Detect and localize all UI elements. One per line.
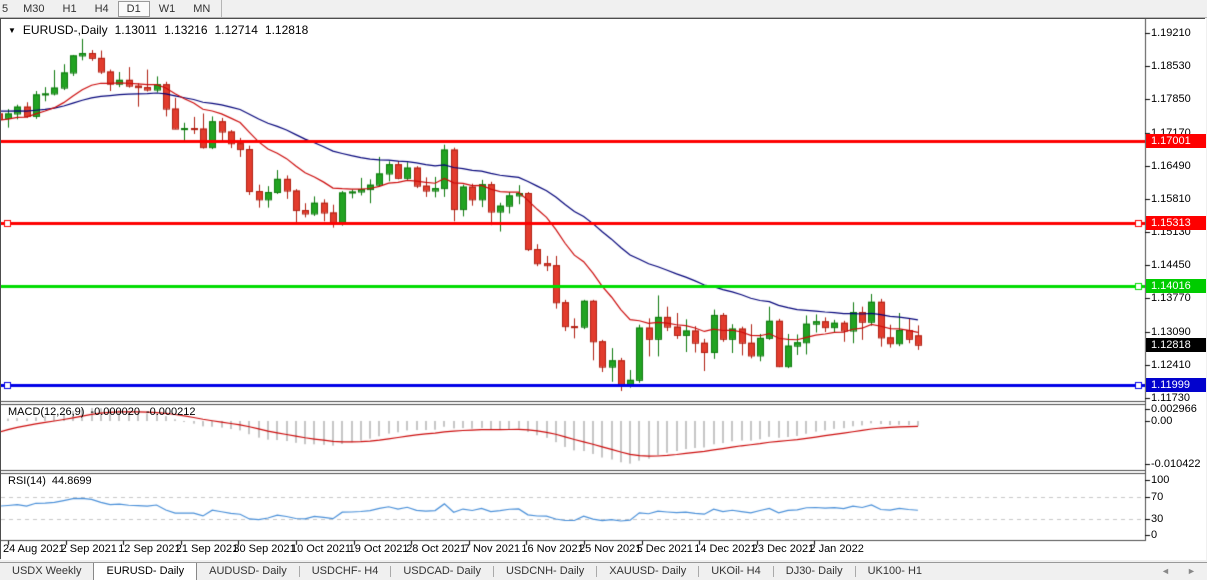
chart-tab-usdx-weekly[interactable]: USDX Weekly — [12, 565, 82, 577]
price-badge-1.14016: 1.14016 — [1146, 279, 1206, 294]
date-axis-label: 2 Jan 2022 — [809, 543, 864, 555]
bar-low-value: 1.12714 — [214, 23, 258, 37]
price-badge-1.12818: 1.12818 — [1146, 337, 1206, 352]
price-badge-1.15313: 1.15313 — [1146, 216, 1206, 231]
price-axis-label: 1.11730 — [1151, 391, 1190, 404]
macd-name: MACD(12,26,9) — [8, 406, 85, 418]
macd-indicator-label: MACD(12,26,9) -0.000020 -0.000212 — [8, 406, 196, 418]
rsi-axis-label: 0 — [1151, 529, 1158, 541]
chart-tab-xauusd-daily[interactable]: XAUUSD- Daily — [609, 565, 687, 577]
macd-axis-label: 0.00 — [1151, 415, 1173, 427]
price-axis-label: 1.18530 — [1151, 60, 1191, 73]
price-badge-1.17001: 1.17001 — [1146, 133, 1206, 148]
chart-tab-ukoil-h4[interactable]: UKOil- H4 — [711, 565, 761, 577]
date-axis-label: 28 Oct 2021 — [406, 543, 467, 555]
chart-tab-eurusd-daily[interactable]: EURUSD- Daily — [93, 563, 198, 580]
macd-signal-value: -0.000212 — [145, 406, 196, 418]
timeframe-button-m30[interactable]: M30 — [23, 2, 45, 15]
date-axis-label: 2 Sep 2021 — [60, 543, 117, 555]
timeframe-button-mn[interactable]: MN — [193, 2, 211, 15]
chart-tabbar: ◄ ► USDX Weekly EURUSD- Daily AUDUSD- Dail… — [0, 562, 1207, 580]
date-axis-label: 14 Dec 2021 — [694, 543, 757, 555]
tab-divider — [854, 566, 856, 577]
chart-tab-audusd-daily[interactable]: AUDUSD- Daily — [209, 565, 287, 577]
bar-open-value: 1.13011 — [114, 23, 158, 37]
timeframe-button-d1[interactable]: D1 — [117, 0, 150, 17]
date-axis-label: 24 Aug 2021 — [3, 543, 65, 555]
price-axis-label: 1.19210 — [1151, 27, 1191, 39]
date-axis-label: 25 Nov 2021 — [579, 543, 642, 555]
price-axis-label: 1.13770 — [1151, 292, 1191, 305]
price-axis-label: 1.14450 — [1151, 259, 1191, 272]
date-axis-label: 19 Oct 2021 — [348, 543, 409, 555]
date-axis-label: 10 Oct 2021 — [291, 543, 351, 555]
price-chart-canvas[interactable] — [1, 19, 1206, 560]
date-axis-label: 7 Nov 2021 — [463, 543, 521, 555]
date-axis-label: 5 Dec 2021 — [636, 543, 693, 555]
macd-axis-label: 0.002966 — [1151, 402, 1197, 415]
chart-tab-usdcnh-daily[interactable]: USDCNH- Daily — [505, 565, 585, 577]
tab-divider — [772, 566, 774, 577]
chart-tab-usdchf-h4[interactable]: USDCHF- H4 — [311, 565, 379, 577]
timeframe-button-h1[interactable]: H1 — [62, 2, 77, 15]
date-axis-label: 30 Sep 2021 — [233, 543, 296, 555]
price-axis-label: 1.15810 — [1151, 192, 1191, 205]
tab-divider — [596, 566, 598, 577]
timeframe-button-w1[interactable]: W1 — [158, 2, 176, 15]
date-axis-label: 23 Dec 2021 — [751, 543, 815, 555]
tab-divider — [698, 566, 700, 577]
price-axis-label: 1.17850 — [1151, 93, 1191, 106]
macd-value: -0.000020 — [90, 406, 140, 418]
rsi-axis-label: 30 — [1151, 512, 1164, 525]
chart-title: ▼ EURUSD-,Daily 1.13011 1.13216 1.12714 … — [8, 23, 308, 37]
chart-tab-dj30-daily[interactable]: DJ30- Daily — [785, 565, 843, 577]
chart-window: ▼ EURUSD-,Daily 1.13011 1.13216 1.12714 … — [0, 18, 1206, 560]
macd-axis-label: -0.010422 — [1151, 457, 1201, 470]
rsi-indicator-label: RSI(14) 44.8699 — [8, 475, 92, 487]
rsi-value: 44.8699 — [51, 475, 92, 487]
chart-symbol-label: EURUSD-,Daily — [22, 23, 108, 37]
tab-scroll-right-icon[interactable]: ► — [1187, 566, 1196, 576]
date-axis-label: 21 Sep 2021 — [175, 543, 239, 555]
rsi-name: RSI(14) — [8, 475, 46, 487]
rsi-axis-label: 100 — [1151, 474, 1170, 486]
timeframe-button-5[interactable]: 5 — [2, 2, 9, 15]
rsi-axis-label: 70 — [1151, 490, 1164, 503]
toolbar-divider — [221, 0, 223, 18]
chart-tab-uk100-h1[interactable]: UK100- H1 — [867, 565, 923, 577]
price-axis-label: 1.12410 — [1151, 358, 1191, 371]
bar-close-value: 1.12818 — [264, 23, 309, 37]
timeframe-toolbar: 5 M30 H1 H4 D1 W1 MN — [0, 0, 1207, 18]
date-axis-label: 16 Nov 2021 — [521, 543, 584, 555]
tab-divider — [390, 566, 392, 577]
chart-tab-usdcad-daily[interactable]: USDCAD- Daily — [403, 565, 481, 577]
tab-divider — [298, 566, 300, 577]
price-badge-1.11999: 1.11999 — [1146, 377, 1206, 392]
tab-divider — [492, 566, 494, 577]
price-axis-label: 1.13090 — [1151, 325, 1191, 338]
chart-dropdown-icon[interactable]: ▼ — [8, 25, 16, 35]
tab-scroll-left-icon[interactable]: ◄ — [1161, 566, 1170, 576]
timeframe-button-h4[interactable]: H4 — [94, 2, 109, 15]
bar-high-value: 1.13216 — [164, 23, 208, 37]
price-axis-label: 1.16490 — [1151, 159, 1191, 172]
date-axis-label: 12 Sep 2021 — [118, 543, 181, 555]
